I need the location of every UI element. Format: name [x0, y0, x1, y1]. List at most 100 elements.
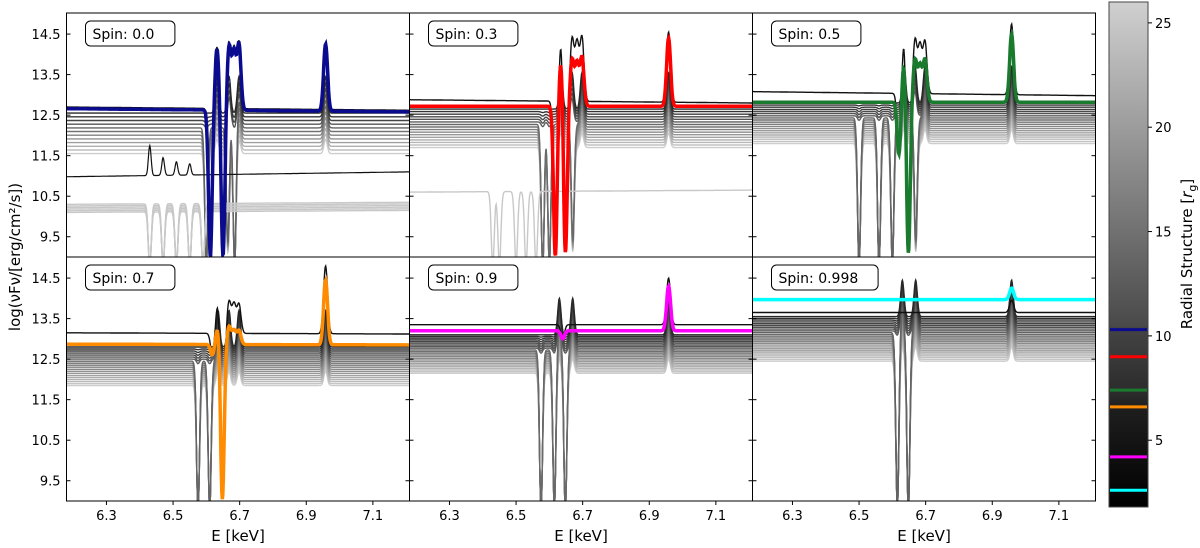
gray-curve	[752, 297, 1096, 334]
colorbar-label-main: Radial Structure [	[1178, 198, 1196, 330]
top-black-curve	[409, 276, 753, 340]
colorbar-label: Radial Structure [rg]	[1178, 179, 1199, 330]
gray-curve	[409, 128, 753, 257]
gray-curve	[752, 314, 1096, 501]
gray-curve	[409, 316, 753, 352]
curves	[66, 38, 410, 257]
gray-curve	[409, 329, 753, 501]
low-gray-curve	[66, 206, 410, 257]
colorbar-gradient	[1108, 1, 1149, 508]
gray-curve	[752, 322, 1096, 501]
gray-curve	[752, 300, 1096, 337]
gray-curve	[409, 120, 753, 257]
gray-curve	[409, 357, 753, 501]
gray-curve	[752, 283, 1096, 322]
gray-curve	[752, 309, 1096, 501]
colorbar-label-symbol: r	[1178, 191, 1196, 198]
x-tick-label: 7.1	[706, 509, 727, 524]
gray-curve	[66, 361, 410, 501]
gray-curve	[752, 128, 1096, 257]
panel-0: 9.5 10.5 11.5 12.5 13.5 14.5 Spin: 0.0	[32, 12, 410, 258]
gray-curve	[752, 306, 1096, 501]
gray-curve	[409, 352, 753, 501]
spin-label: Spin: 0.0	[93, 27, 155, 43]
x-tick-label: 6.3	[96, 509, 117, 524]
colorbar-tick-label: 20	[1155, 121, 1172, 136]
colorbar-tick-label: 15	[1155, 226, 1172, 241]
y-tick-label: 14.5	[32, 272, 61, 287]
x-tick-label: 7.1	[363, 509, 384, 524]
gray-curve	[409, 307, 753, 345]
panel-3: 9.5 10.5 11.5 12.5 13.5 14.5 6.3 6.5 6.7 6.9 7.1 E …	[32, 256, 410, 545]
low-gray-curve	[66, 208, 410, 257]
gray-curve	[409, 355, 753, 501]
gray-curve	[752, 311, 1096, 501]
spin-label: Spin: 0.5	[779, 27, 841, 43]
gray-curve	[752, 330, 1096, 501]
x-tick-label: 6.9	[296, 509, 317, 524]
gray-curve	[752, 289, 1096, 327]
highlight-curve	[66, 274, 410, 500]
gray-curve	[409, 301, 753, 341]
spin-label: Spin: 0.998	[779, 271, 859, 287]
gray-curve	[66, 367, 410, 501]
gray-curve	[409, 318, 753, 354]
curves	[752, 21, 1096, 257]
axes-frame	[752, 256, 1096, 502]
gray-curve	[409, 334, 753, 501]
gray-curve	[409, 304, 753, 343]
x-tick-label: 6.9	[639, 509, 660, 524]
x-tick-label: 6.7	[915, 509, 936, 524]
gray-curve	[752, 277, 1096, 318]
gray-curve	[752, 280, 1096, 320]
gray-curve	[752, 335, 1096, 501]
gray-curve	[409, 350, 753, 501]
y-tick-label: 11.5	[32, 394, 61, 409]
gray-curve	[409, 70, 753, 110]
black-curve	[66, 143, 410, 178]
y-tick-label: 13.5	[32, 313, 61, 328]
highlight-curve	[409, 282, 753, 341]
colorbar: 5 10 15 20 25 Radial Structure [rg]	[1108, 1, 1199, 508]
y-tick-label: 14.5	[32, 28, 61, 43]
gray-curve	[752, 317, 1096, 501]
spin-label-box	[85, 20, 176, 47]
y-tick-label: 9.5	[40, 475, 61, 490]
highlight-curve	[752, 286, 1096, 302]
gray-curve	[752, 303, 1096, 501]
gray-curve	[409, 342, 753, 501]
panel-1: Spin: 0.3	[409, 12, 753, 258]
gray-curve	[409, 326, 753, 501]
curves	[409, 276, 753, 501]
gray-curve	[752, 343, 1096, 501]
gray-curve	[752, 292, 1096, 330]
curves	[752, 277, 1096, 501]
colorbar-tick-label: 10	[1155, 330, 1172, 345]
colorbar-label-end: ]	[1178, 179, 1196, 185]
x-axis-label: E [keV]	[897, 527, 951, 544]
top-black-curve	[752, 21, 1096, 252]
x-tick-label: 6.7	[572, 509, 593, 524]
x-tick-label: 6.5	[163, 509, 184, 524]
curves	[66, 264, 410, 501]
spin-label: Spin: 0.3	[436, 27, 498, 43]
y-tick-label: 13.5	[32, 69, 61, 84]
x-tick-label: 6.5	[506, 509, 527, 524]
gray-curve	[752, 345, 1096, 501]
panel-2: Spin: 0.5	[752, 12, 1096, 258]
spin-label-box	[428, 20, 519, 47]
axes-frame	[409, 256, 753, 502]
gray-curve	[752, 325, 1096, 501]
gray-curve	[409, 337, 753, 501]
gray-curve	[409, 132, 753, 257]
low-gray-curve	[66, 203, 410, 257]
top-black-curve	[409, 29, 753, 256]
gray-curve	[409, 298, 753, 338]
x-tick-label: 6.7	[229, 509, 250, 524]
low-gray-curve	[66, 209, 410, 257]
spin-label-box	[428, 264, 519, 291]
x-tick-label: 6.5	[849, 509, 870, 524]
gray-curve	[66, 370, 410, 501]
spin-label-box	[771, 20, 862, 47]
